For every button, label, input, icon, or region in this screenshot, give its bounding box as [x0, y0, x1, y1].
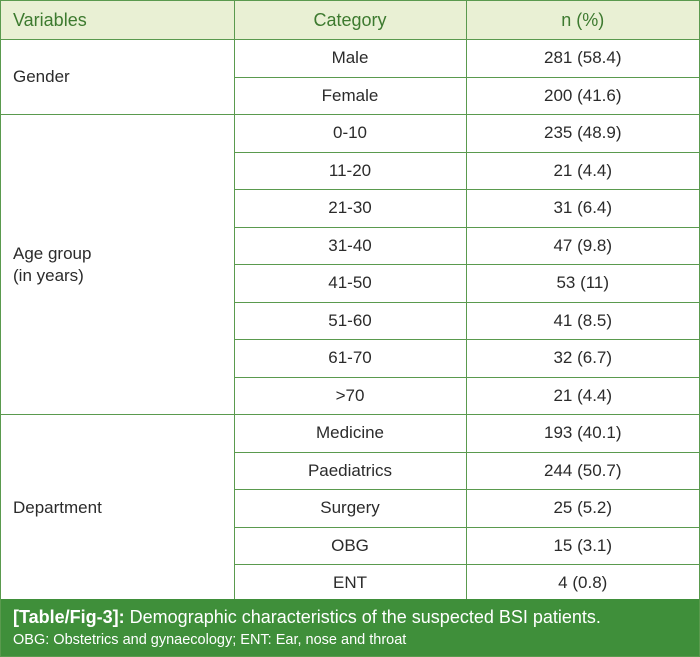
value-cell: 193 (40.1) — [466, 414, 699, 453]
table-row: Paediatrics 244 (50.7) — [1, 452, 699, 490]
caption-title-line: [Table/Fig-3]: Demographic characteristi… — [13, 604, 687, 630]
header-variables: Variables — [1, 1, 235, 40]
value-cell: 4 (0.8) — [466, 564, 699, 603]
value-cell: 281 (58.4) — [466, 39, 699, 78]
table-row: Age group (in years) 0-10 235 (48.9) — [1, 114, 699, 415]
table-row: >70 21 (4.4) — [1, 377, 699, 415]
category-cell: Paediatrics — [234, 452, 467, 490]
variable-age-group-line2: (in years) — [13, 265, 84, 285]
table-row: 21-30 31 (6.4) — [1, 189, 699, 228]
variable-age-group-line1: Age group — [13, 243, 92, 263]
value-cell: 21 (4.4) — [466, 377, 699, 415]
category-cell: 31-40 — [234, 227, 467, 265]
table-row: Female 200 (41.6) — [1, 77, 699, 115]
table-row: 31-40 47 (9.8) — [1, 227, 699, 265]
category-cell: OBG — [234, 527, 467, 565]
value-cell: 200 (41.6) — [466, 77, 699, 115]
table-row: Surgery 25 (5.2) — [1, 489, 699, 528]
value-cell: 41 (8.5) — [466, 302, 699, 340]
variable-age-group: Age group (in years) — [1, 114, 235, 415]
demographics-table: Variables Category n (%) Gender Male 281… — [1, 1, 699, 603]
caption-note: OBG: Obstetrics and gynaecology; ENT: Ea… — [13, 632, 407, 648]
category-cell: Surgery — [234, 489, 467, 528]
category-cell: ENT — [234, 564, 467, 603]
table-row: 11-20 21 (4.4) — [1, 152, 699, 190]
table-row: 41-50 53 (11) — [1, 264, 699, 303]
table-row: Gender Male 281 (58.4) — [1, 39, 699, 115]
table-row: 61-70 32 (6.7) — [1, 339, 699, 378]
category-cell: 21-30 — [234, 189, 467, 228]
value-cell: 25 (5.2) — [466, 489, 699, 528]
variable-department: Department — [1, 414, 235, 603]
caption-title: Demographic characteristics of the suspe… — [129, 607, 601, 627]
value-cell: 244 (50.7) — [466, 452, 699, 490]
header-category: Category — [234, 1, 467, 40]
header-n-percent: n (%) — [466, 1, 699, 40]
table-row: Department Medicine 193 (40.1) — [1, 414, 699, 603]
value-cell: 31 (6.4) — [466, 189, 699, 228]
variable-gender: Gender — [1, 39, 235, 115]
caption-label: [Table/Fig-3]: — [13, 607, 125, 627]
table-row: 51-60 41 (8.5) — [1, 302, 699, 340]
value-cell: 53 (11) — [466, 264, 699, 303]
category-cell: 0-10 — [234, 114, 467, 153]
category-cell: Medicine — [234, 414, 467, 453]
value-cell: 47 (9.8) — [466, 227, 699, 265]
category-cell: 61-70 — [234, 339, 467, 378]
value-cell: 21 (4.4) — [466, 152, 699, 190]
category-cell: 11-20 — [234, 152, 467, 190]
category-cell: 41-50 — [234, 264, 467, 303]
table-caption: [Table/Fig-3]: Demographic characteristi… — [1, 599, 699, 656]
table-row: OBG 15 (3.1) — [1, 527, 699, 565]
category-cell: Male — [234, 39, 467, 78]
category-cell: >70 — [234, 377, 467, 415]
category-cell: Female — [234, 77, 467, 115]
header-row: Variables Category n (%) — [1, 1, 699, 40]
value-cell: 235 (48.9) — [466, 114, 699, 153]
value-cell: 32 (6.7) — [466, 339, 699, 378]
value-cell: 15 (3.1) — [466, 527, 699, 565]
category-cell: 51-60 — [234, 302, 467, 340]
